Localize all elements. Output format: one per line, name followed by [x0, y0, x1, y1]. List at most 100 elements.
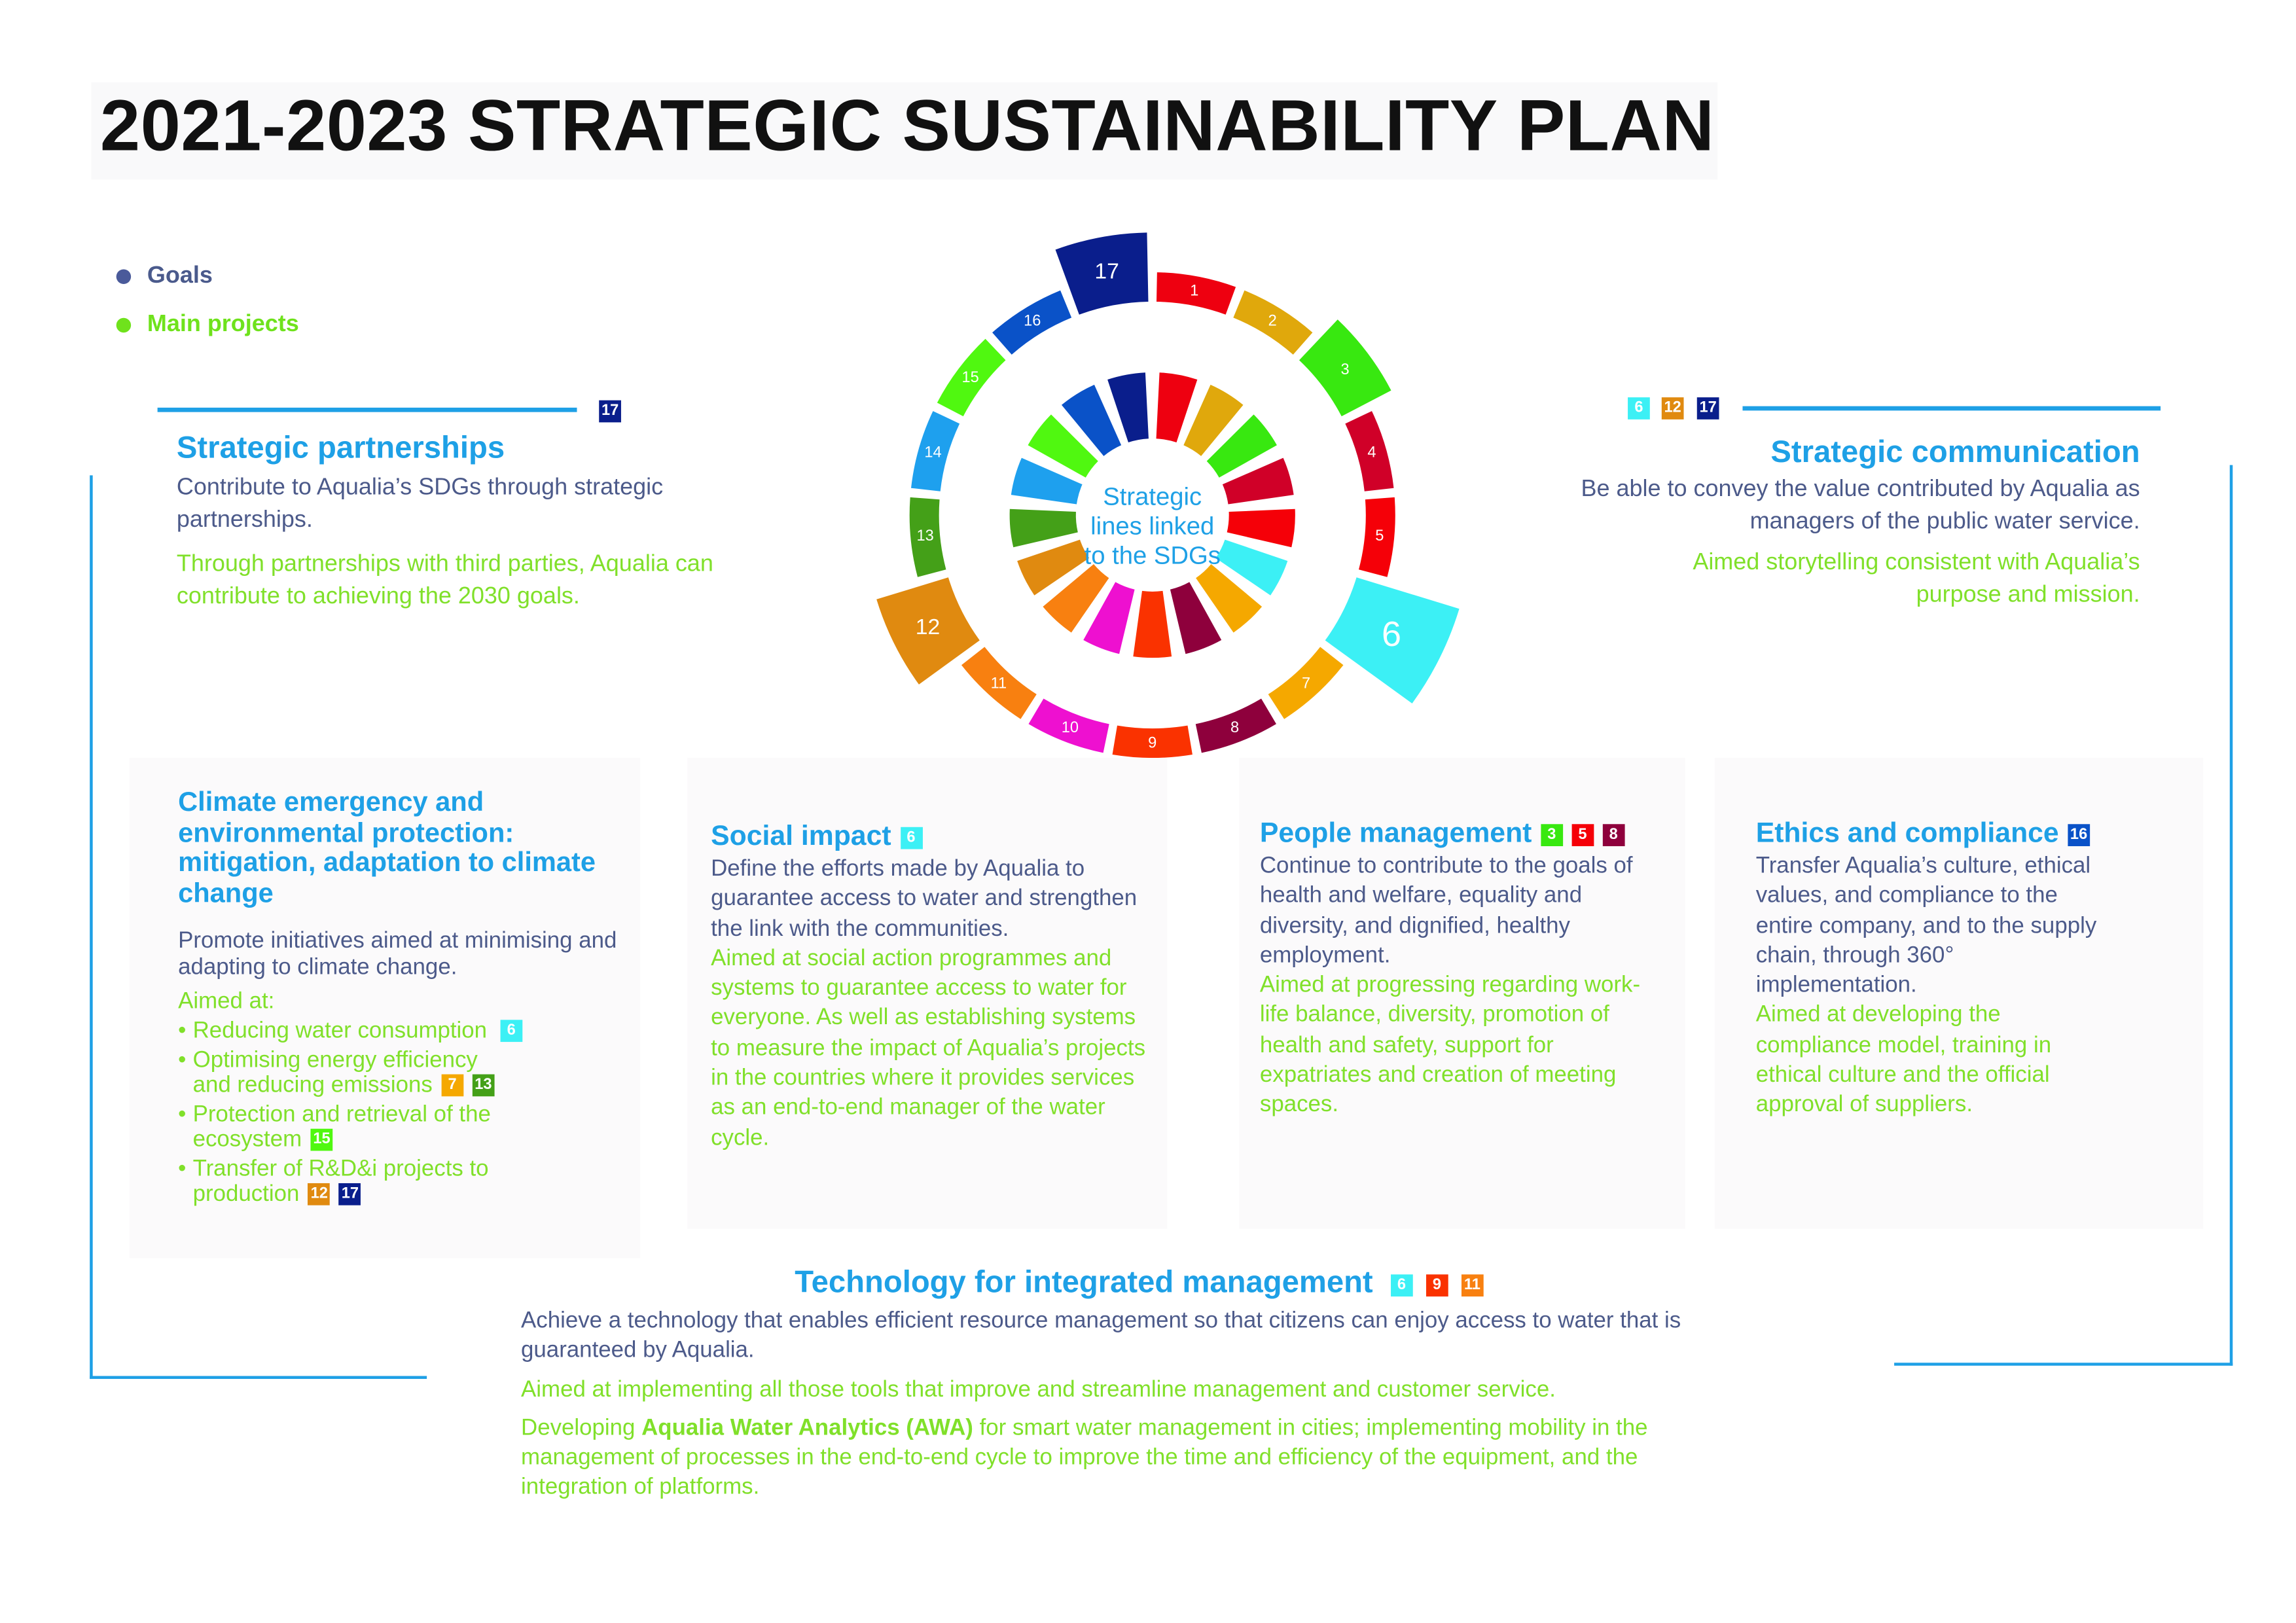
right-bracket-horizontal [1894, 1363, 2233, 1366]
sdg-label-7: 7 [1302, 675, 1310, 692]
sdg-badge-11: 11 [1461, 1274, 1484, 1297]
ethics-goal: Transfer Aqualia’s culture, ethical valu… [1755, 853, 2097, 999]
legend-projects-label: Main projects [147, 312, 299, 337]
technology-section: Achieve a technology that enables effici… [521, 1307, 1713, 1504]
center-line-1: Strategic [1103, 482, 1202, 511]
sdg-label-10: 10 [1062, 719, 1079, 736]
partnerships-badges: 17 [590, 399, 621, 425]
sdg-label-15: 15 [961, 369, 978, 386]
sdg-label-4: 4 [1367, 444, 1376, 461]
people-title-row: People management 3 5 8 [1260, 817, 1643, 852]
left-bracket-vertical [90, 475, 93, 1380]
wheel-center-label: Strategic lines linked to the SDGs [1064, 483, 1241, 571]
sdg-label-12: 12 [916, 615, 941, 639]
inner-sdg-segment-4 [1222, 457, 1294, 505]
sdg-badge-9: 9 [1426, 1274, 1448, 1297]
inner-sdg-segment-8 [1170, 582, 1222, 654]
sdg-badge-3: 3 [1540, 824, 1563, 847]
outer-sdg-segment-4 [1345, 411, 1394, 491]
right-bracket-vertical [2229, 465, 2233, 1366]
inner-sdg-segment-12 [1017, 539, 1090, 596]
outer-sdg-segment-6 [1325, 577, 1460, 704]
climate-content: Climate emergency and environmental prot… [178, 785, 620, 1207]
sdg-badge-6: 6 [500, 1020, 523, 1043]
sdg-label-1: 1 [1190, 282, 1198, 299]
technology-project-1: Aimed at implementing all those tools th… [521, 1376, 1556, 1402]
ethics-content: Ethics and compliance 16 Transfer Aqualia… [1756, 817, 2109, 1121]
outer-sdg-segment-13 [909, 497, 946, 577]
title-band [91, 82, 1718, 180]
inner-sdg-segment-15 [1028, 414, 1098, 478]
ethics-card: Ethics and compliance 16 Transfer Aqualia… [1714, 758, 2204, 1229]
inner-sdg-segment-17 [1107, 372, 1149, 443]
outer-sdg-segment-2 [1233, 290, 1313, 355]
climate-goal: Promote initiatives aimed at minimising … [178, 928, 617, 980]
center-line-2: lines linked [1090, 512, 1215, 541]
sdg-label-16: 16 [1024, 313, 1041, 330]
technology-title: Technology for integrated management [795, 1265, 1373, 1300]
communication-section: Strategic communication Be able to conve… [1560, 436, 2140, 613]
outer-sdg-segment-11 [961, 647, 1037, 719]
outer-sdg-segment-1 [1156, 272, 1236, 315]
inner-sdg-segment-5 [1227, 508, 1295, 548]
social-title: Social impact [711, 821, 891, 852]
inner-sdg-segment-7 [1196, 564, 1263, 633]
climate-title: Climate emergency and environmental prot… [178, 785, 596, 908]
outer-sdg-segment-7 [1268, 647, 1344, 719]
inner-sdg-segment-9 [1133, 590, 1172, 658]
social-content: Social impact 6 Define the efforts made b… [711, 820, 1160, 1154]
sdg-badge-17: 17 [599, 400, 621, 423]
sdg-badge-5: 5 [1571, 824, 1594, 847]
inner-sdg-segment-16 [1061, 384, 1122, 456]
people-project: Aimed at progressing regarding work-life… [1259, 972, 1641, 1118]
outer-sdg-segment-16 [992, 290, 1072, 355]
sdg-label-11: 11 [991, 675, 1007, 692]
outer-sdg-segment-10 [1028, 698, 1109, 753]
people-card: People management 3 5 8 Continue to contrib… [1239, 758, 1685, 1229]
technology-project-2: Developing Aqualia Water Analytics (AWA)… [521, 1414, 1713, 1504]
partnerships-project: Through partnerships with third parties,… [176, 552, 713, 609]
sdg-badge-16: 16 [2068, 824, 2090, 847]
outer-sdg-segment-12 [876, 577, 980, 685]
inner-sdg-segment-3 [1206, 414, 1277, 478]
project2-post: for smart water management in cities; im… [521, 1416, 1648, 1501]
list-item: Reducing water consumption 6 [178, 1018, 620, 1044]
sdg-badge-17: 17 [339, 1183, 361, 1205]
ethics-project: Aimed at developing the compliance model… [1755, 1003, 2052, 1118]
sdg-label-13: 13 [917, 527, 934, 544]
partnerships-goal: Contribute to Aqualia’s SDGs through str… [176, 475, 664, 533]
sdg-badge-6: 6 [900, 827, 922, 849]
sdg-label-9: 9 [1148, 735, 1157, 752]
communication-project: Aimed storytelling consistent with Aqual… [1693, 550, 2140, 608]
sdg-label-2: 2 [1268, 313, 1277, 330]
climate-list: Reducing water consumption 6 Optimising e… [178, 1018, 620, 1207]
inner-sdg-segment-1 [1156, 372, 1198, 443]
outer-sdg-segment-15 [937, 338, 1006, 417]
left-bracket-horizontal [90, 1376, 427, 1380]
project2-pre: Developing [521, 1416, 642, 1441]
communication-title: Strategic communication [1770, 435, 2140, 470]
sdg-badge-17: 17 [1696, 397, 1719, 419]
partnerships-section: Strategic partnerships Contribute to Aqu… [177, 431, 736, 614]
sdg-label-6: 6 [1382, 615, 1401, 654]
ethics-title: Ethics and compliance [1755, 818, 2059, 849]
awa-highlight: Aqualia Water Analytics (AWA) [641, 1416, 973, 1441]
center-line-3: to the SDGs [1084, 541, 1221, 570]
list-item-text: Optimising energy efficiency and reducin… [192, 1046, 478, 1098]
sdg-badge-12: 12 [308, 1183, 331, 1205]
technology-title-row: Technology for integrated management 6 9 11 [795, 1265, 1484, 1301]
legend-goals-label: Goals [147, 263, 213, 289]
inner-sdg-segment-10 [1083, 582, 1135, 654]
sdg-label-17: 17 [1094, 259, 1119, 284]
communication-divider [1742, 406, 2161, 411]
list-item-text: Protection and retrieval of the ecosyste… [192, 1101, 491, 1152]
people-title: People management [1259, 818, 1532, 849]
inner-sdg-segment-6 [1215, 539, 1288, 596]
sdg-badge-7: 7 [441, 1074, 463, 1097]
goals-dot-icon [116, 269, 132, 284]
sdg-badge-6: 6 [1390, 1274, 1413, 1297]
social-goal: Define the efforts made by Aqualia to gu… [711, 856, 1138, 942]
legend-main-projects: Main projects [116, 312, 299, 338]
list-item: Transfer of R&D&i projects to production… [178, 1156, 620, 1207]
